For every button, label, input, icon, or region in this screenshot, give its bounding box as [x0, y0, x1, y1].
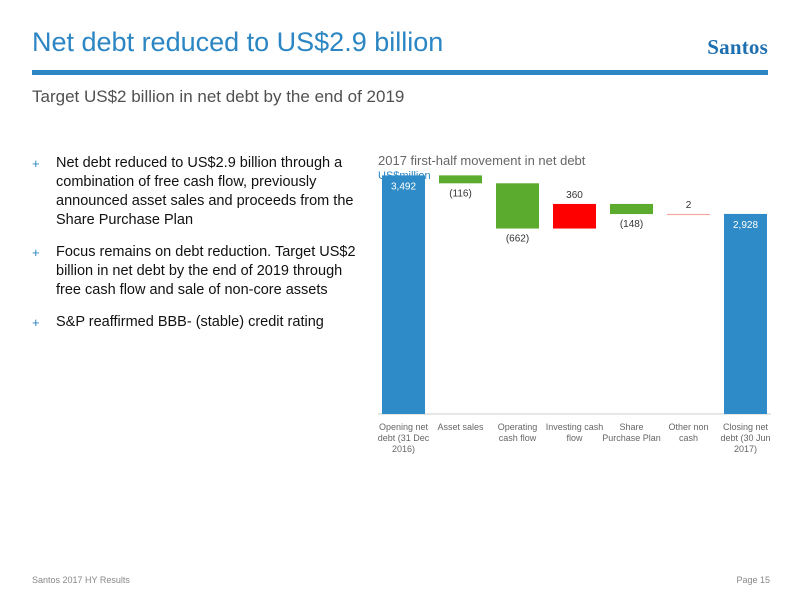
bullet-text: S&P reaffirmed BBB- (stable) credit rati… [56, 314, 324, 330]
page-number: Page 15 [736, 575, 770, 585]
category-label: cash flow [499, 433, 537, 443]
waterfall-bar [667, 213, 710, 216]
plus-icon: + [32, 315, 40, 330]
category-label: cash [679, 433, 698, 443]
data-label: (148) [620, 219, 643, 230]
waterfall-bar [724, 213, 767, 414]
category-label: Share [619, 422, 643, 432]
waterfall-bar [439, 175, 482, 184]
category-label: 2016) [392, 444, 415, 454]
data-label: (116) [449, 188, 472, 199]
data-label: 3,492 [391, 181, 416, 192]
category-label: 2017) [734, 444, 757, 454]
bullet-text: Focus remains on debt reduction. Target … [56, 244, 356, 298]
bullet-item: + Net debt reduced to US$2.9 billion thr… [32, 154, 362, 230]
title-divider [32, 70, 768, 75]
data-label: 2 [686, 200, 692, 211]
bullet-item: + Focus remains on debt reduction. Targe… [32, 243, 362, 300]
bullet-text: Net debt reduced to US$2.9 billion throu… [56, 155, 354, 228]
data-label: 360 [566, 190, 583, 201]
chart-title: 2017 first-half movement in net debt [378, 153, 586, 168]
waterfall-bar [610, 203, 653, 215]
waterfall-bar [553, 203, 596, 229]
plus-icon: + [32, 156, 40, 171]
page-subtitle: Target US$2 billion in net debt by the e… [32, 87, 405, 106]
data-label: (662) [506, 234, 529, 245]
category-label: Asset sales [437, 422, 484, 432]
plus-icon: + [32, 245, 40, 260]
waterfall-bar [382, 175, 425, 414]
category-label: Purchase Plan [602, 433, 661, 443]
category-label: Closing net [723, 422, 769, 432]
data-label: 2,928 [733, 220, 758, 231]
category-label: Operating [498, 422, 538, 432]
page-title: Net debt reduced to US$2.9 billion [32, 27, 444, 57]
category-label: Other non [668, 422, 708, 432]
santos-logo: Santos [707, 35, 768, 59]
category-label: debt (31 Dec [378, 433, 430, 443]
category-label: Opening net [379, 422, 429, 432]
category-label: debt (30 Jun [720, 433, 770, 443]
waterfall-bar [496, 183, 539, 229]
bullet-item: + S&P reaffirmed BBB- (stable) credit ra… [32, 313, 362, 332]
category-label: Investing cash [546, 422, 604, 432]
category-label: flow [566, 433, 583, 443]
bullet-list: + Net debt reduced to US$2.9 billion thr… [32, 154, 362, 345]
footer-source: Santos 2017 HY Results [32, 575, 130, 585]
